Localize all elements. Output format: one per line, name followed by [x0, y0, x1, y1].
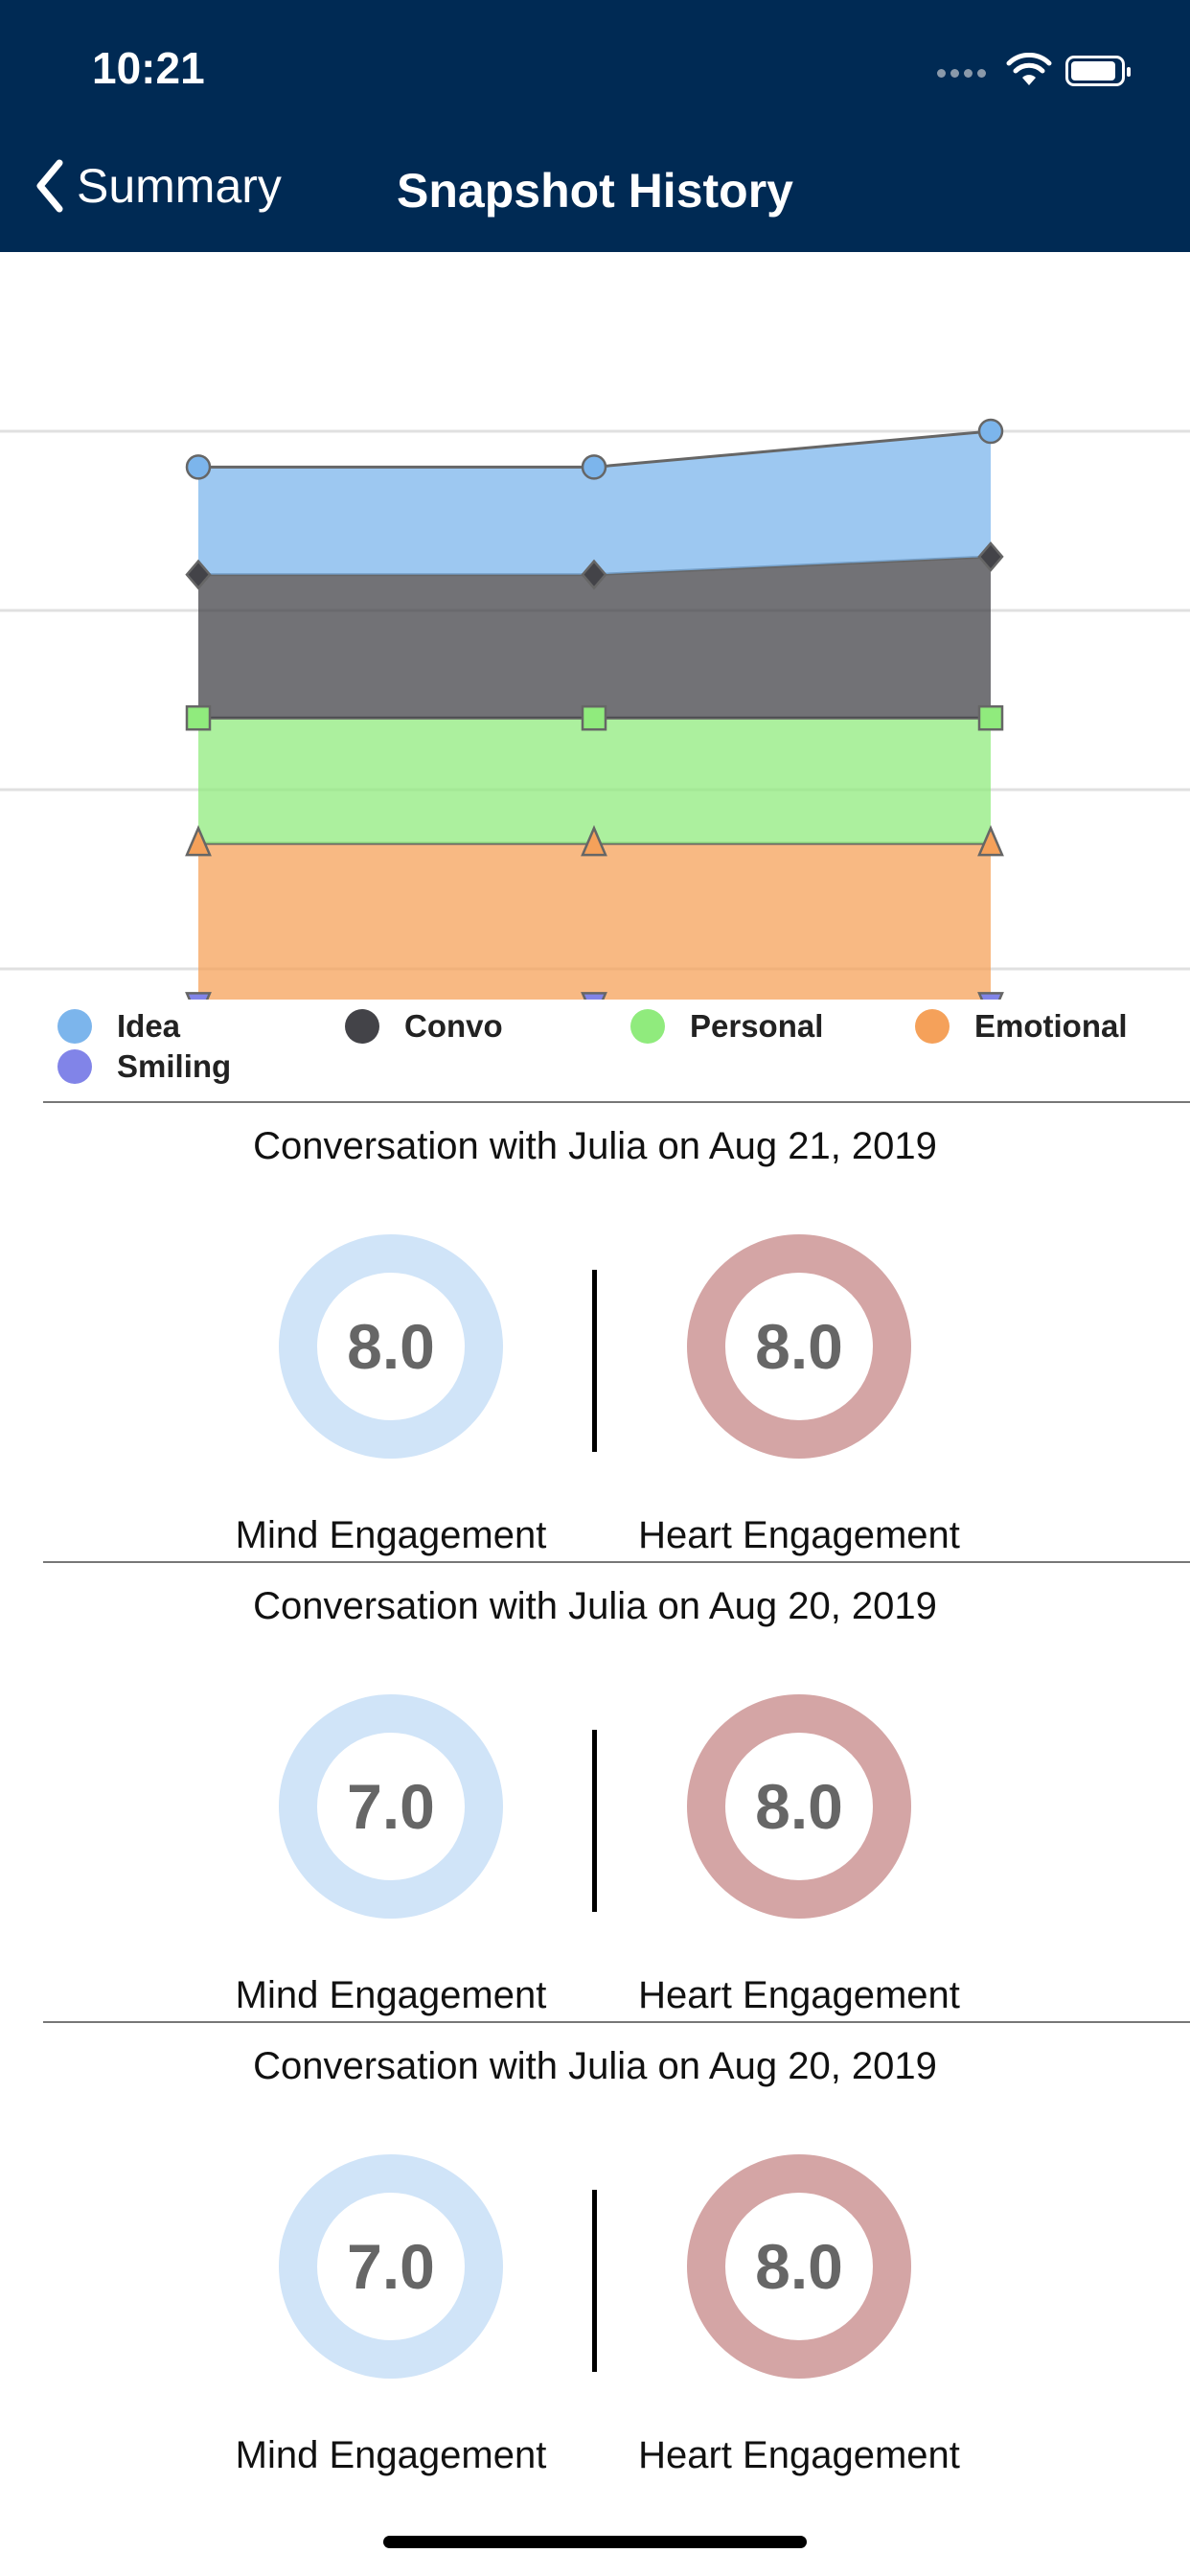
- snapshot-title: Conversation with Julia on Aug 20, 2019: [253, 1585, 937, 1627]
- snapshot-card[interactable]: Conversation with Julia on Aug 20, 2019 …: [0, 1562, 1190, 2149]
- legend-item-convo[interactable]: Convo: [345, 1008, 503, 1045]
- status-time: 10:21: [92, 43, 205, 93]
- marker-smiling: [185, 992, 212, 1000]
- legend-label: Idea: [117, 1008, 181, 1044]
- marker-personal: [581, 704, 607, 731]
- marker-convo: [977, 540, 1004, 572]
- donut-track: [279, 1234, 503, 1459]
- marker-smiling: [581, 992, 607, 1000]
- marker-convo: [581, 559, 607, 590]
- divider: [43, 1561, 1190, 1563]
- mind-score: 7.0: [347, 2231, 435, 2302]
- mind-label: Mind Engagement: [235, 1514, 547, 1556]
- marker-idea: [185, 454, 212, 480]
- legend-swatch: [57, 1049, 92, 1084]
- donut-track: [279, 2154, 503, 2379]
- heart-engagement-donut: 8.0: [684, 2151, 914, 2576]
- legend-label: Personal: [690, 1008, 824, 1044]
- snapshot-title: Conversation with Julia on Aug 20, 2019: [253, 2045, 937, 2087]
- home-indicator[interactable]: [383, 2536, 807, 2548]
- snapshot-card[interactable]: Conversation with Julia on Aug 20, 2019 …: [0, 2022, 1190, 2576]
- heart-label: Heart Engagement: [638, 1514, 960, 1556]
- heart-score: 8.0: [755, 2231, 843, 2302]
- snapshot-title: Conversation with Julia on Aug 21, 2019: [253, 1125, 937, 1167]
- heart-engagement-donut: 8.0: [684, 1231, 914, 1689]
- legend-swatch: [915, 1009, 950, 1044]
- vertical-divider: [592, 1730, 597, 1912]
- legend-swatch: [630, 1009, 665, 1044]
- vertical-divider: [592, 2190, 597, 2372]
- marker-emotional: [185, 824, 212, 857]
- mind-engagement-donut: 7.0: [276, 1691, 506, 2149]
- legend-item-smiling[interactable]: Smiling: [57, 1048, 231, 1085]
- mind-engagement-donut: 7.0: [276, 2151, 506, 2576]
- marker-personal: [185, 704, 212, 731]
- legend-item-emotional[interactable]: Emotional: [915, 1008, 1128, 1045]
- donut-track: [687, 1234, 911, 1459]
- area-emotional: [198, 843, 991, 1000]
- legend-label: Convo: [404, 1008, 503, 1044]
- legend-item-idea[interactable]: Idea: [57, 1008, 180, 1045]
- legend-swatch: [345, 1009, 379, 1044]
- wifi-icon: [1006, 53, 1052, 85]
- area-convo: [198, 556, 991, 719]
- signal-icon: [937, 69, 986, 78]
- back-label: Summary: [77, 159, 282, 213]
- marker-emotional: [581, 824, 607, 857]
- mind-score: 8.0: [347, 1311, 435, 1382]
- snapshot-card[interactable]: Conversation with Julia on Aug 21, 2019 …: [0, 1102, 1190, 1689]
- donut-track: [687, 1694, 911, 1919]
- legend-item-personal[interactable]: Personal: [630, 1008, 823, 1045]
- vertical-divider: [592, 1270, 597, 1452]
- marker-idea: [977, 418, 1004, 445]
- legend-swatch: [57, 1009, 92, 1044]
- mind-label: Mind Engagement: [235, 2434, 547, 2476]
- area-idea: [198, 431, 991, 575]
- donut-track: [279, 1694, 503, 1919]
- donut-track: [687, 2154, 911, 2379]
- chevron-left-icon: [36, 159, 63, 213]
- legend-label: Smiling: [117, 1048, 232, 1084]
- mind-score: 7.0: [347, 1771, 435, 1842]
- divider: [43, 2021, 1190, 2023]
- heart-score: 8.0: [755, 1771, 843, 1842]
- legend-label: Emotional: [974, 1008, 1128, 1044]
- heart-engagement-donut: 8.0: [684, 1691, 914, 2149]
- page-title: Snapshot History: [397, 164, 793, 218]
- mind-label: Mind Engagement: [235, 1974, 547, 2016]
- divider: [43, 1101, 1190, 1103]
- nav-header: 10:21 Summary Snapshot History: [0, 0, 1190, 252]
- heart-label: Heart Engagement: [638, 2434, 960, 2476]
- heart-score: 8.0: [755, 1311, 843, 1382]
- area-personal: [198, 718, 991, 844]
- marker-convo: [185, 559, 212, 590]
- back-button[interactable]: Summary: [34, 158, 282, 214]
- marker-personal: [977, 704, 1004, 731]
- marker-emotional: [977, 824, 1004, 857]
- mind-engagement-donut: 8.0: [276, 1231, 506, 1689]
- battery-icon: [1065, 56, 1131, 86]
- marker-smiling: [977, 992, 1004, 1000]
- heart-label: Heart Engagement: [638, 1974, 960, 2016]
- marker-idea: [581, 454, 607, 480]
- stacked-area-chart: 8/20/198/20/198/21/19: [0, 418, 1190, 1000]
